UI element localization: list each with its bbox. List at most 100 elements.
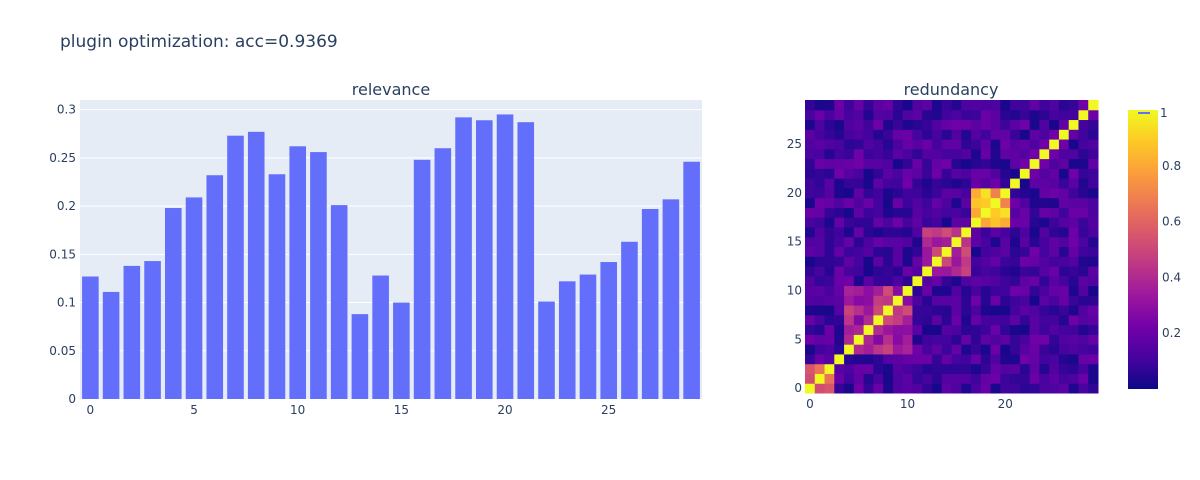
bar[interactable]	[579, 274, 597, 399]
heatmap-cell[interactable]	[892, 217, 904, 228]
heatmap-cell[interactable]	[912, 168, 923, 179]
heatmap-cell[interactable]	[1058, 187, 1070, 199]
heatmap-cell[interactable]	[1019, 334, 1031, 345]
heatmap-cell[interactable]	[873, 119, 884, 130]
heatmap-cell[interactable]	[853, 197, 865, 208]
heatmap-cell[interactable]	[980, 324, 992, 335]
heatmap-cell[interactable]	[1039, 353, 1050, 365]
heatmap-cell[interactable]	[1078, 256, 1089, 267]
heatmap-cell[interactable]	[971, 119, 982, 130]
heatmap-cell[interactable]	[990, 353, 1001, 365]
heatmap-cell[interactable]	[1019, 246, 1031, 257]
heatmap-cell[interactable]	[873, 383, 884, 394]
heatmap-cell[interactable]	[931, 100, 943, 111]
heatmap-cell[interactable]	[863, 109, 874, 121]
heatmap-cell[interactable]	[951, 226, 962, 238]
heatmap-cell[interactable]	[805, 129, 816, 140]
heatmap-cell[interactable]	[1010, 226, 1021, 238]
heatmap-cell[interactable]	[1029, 275, 1040, 287]
heatmap-cell[interactable]	[1058, 158, 1070, 169]
heatmap-cell[interactable]	[1029, 353, 1040, 365]
heatmap-cell[interactable]	[892, 305, 904, 316]
heatmap-cell[interactable]	[912, 109, 923, 121]
heatmap-cell[interactable]	[814, 246, 826, 257]
heatmap-cell[interactable]	[941, 285, 952, 296]
heatmap-cell[interactable]	[1049, 285, 1060, 296]
heatmap-cell[interactable]	[892, 344, 904, 355]
heatmap-cell[interactable]	[1068, 207, 1079, 218]
heatmap-cell[interactable]	[922, 295, 933, 306]
heatmap-cell[interactable]	[844, 217, 855, 228]
heatmap-cell[interactable]	[844, 109, 855, 121]
heatmap-cell[interactable]	[922, 314, 933, 326]
heatmap-cell[interactable]	[814, 139, 826, 150]
heatmap-cell[interactable]	[902, 324, 913, 335]
heatmap-cell[interactable]	[814, 226, 826, 238]
heatmap-cell[interactable]	[990, 109, 1001, 121]
heatmap-cell[interactable]	[863, 236, 874, 247]
heatmap-cell[interactable]	[1058, 207, 1070, 218]
heatmap-cell[interactable]	[931, 109, 943, 121]
heatmap-cell[interactable]	[1029, 383, 1040, 394]
heatmap-cell[interactable]	[892, 275, 904, 287]
heatmap-cell[interactable]	[1049, 373, 1060, 384]
heatmap-cell[interactable]	[912, 363, 923, 374]
heatmap-cell[interactable]	[883, 207, 894, 218]
heatmap-cell[interactable]	[1058, 236, 1070, 247]
heatmap-cell[interactable]	[1058, 148, 1070, 160]
heatmap-cell[interactable]	[912, 119, 923, 130]
heatmap-cell[interactable]	[1010, 100, 1021, 111]
heatmap-cell[interactable]	[853, 139, 865, 150]
heatmap-cell[interactable]	[1019, 109, 1031, 121]
heatmap-cell[interactable]	[805, 383, 816, 394]
heatmap-cell[interactable]	[912, 139, 923, 150]
heatmap-cell[interactable]	[1029, 139, 1040, 150]
heatmap-cell[interactable]	[931, 158, 943, 169]
heatmap-cell[interactable]	[990, 305, 1001, 316]
heatmap-cell[interactable]	[1088, 373, 1099, 384]
heatmap-cell[interactable]	[1088, 139, 1099, 150]
heatmap-cell[interactable]	[1088, 197, 1099, 208]
heatmap-cell[interactable]	[873, 334, 884, 345]
heatmap-cell[interactable]	[873, 129, 884, 140]
heatmap-cell[interactable]	[961, 256, 972, 267]
heatmap-cell[interactable]	[844, 256, 855, 267]
heatmap-cell[interactable]	[824, 373, 835, 384]
heatmap-cell[interactable]	[1058, 305, 1070, 316]
heatmap-cell[interactable]	[961, 275, 972, 287]
heatmap-cell[interactable]	[824, 285, 835, 296]
heatmap-cell[interactable]	[1088, 383, 1099, 394]
heatmap-cell[interactable]	[912, 187, 923, 199]
heatmap-cell[interactable]	[1010, 275, 1021, 287]
heatmap-cell[interactable]	[1068, 178, 1079, 189]
heatmap-cell[interactable]	[863, 334, 874, 345]
bar[interactable]	[330, 205, 348, 399]
heatmap-cell[interactable]	[805, 334, 816, 345]
heatmap-cell[interactable]	[1058, 197, 1070, 208]
heatmap-cell[interactable]	[873, 109, 884, 121]
heatmap-cell[interactable]	[814, 344, 826, 355]
heatmap-cell[interactable]	[1078, 139, 1089, 150]
heatmap-cell[interactable]	[1019, 373, 1031, 384]
heatmap-cell[interactable]	[1078, 236, 1089, 247]
heatmap-cell[interactable]	[1068, 266, 1079, 277]
heatmap-cell[interactable]	[1019, 324, 1031, 335]
heatmap-cell[interactable]	[873, 217, 884, 228]
heatmap-cell[interactable]	[922, 168, 933, 179]
heatmap-cell[interactable]	[902, 197, 913, 208]
heatmap-cell[interactable]	[941, 119, 952, 130]
heatmap-cell[interactable]	[922, 373, 933, 384]
heatmap-cell[interactable]	[883, 226, 894, 238]
heatmap-cell[interactable]	[805, 109, 816, 121]
heatmap-cell[interactable]	[1058, 109, 1070, 121]
heatmap-cell[interactable]	[853, 158, 865, 169]
heatmap-cell[interactable]	[951, 363, 962, 374]
heatmap-cell[interactable]	[1019, 344, 1031, 355]
heatmap-cell[interactable]	[863, 226, 874, 238]
heatmap-cell[interactable]	[1029, 148, 1040, 160]
heatmap-cell[interactable]	[824, 246, 835, 257]
heatmap-cell[interactable]	[980, 197, 992, 208]
heatmap-cell[interactable]	[805, 373, 816, 384]
heatmap-cell[interactable]	[814, 275, 826, 287]
heatmap-cell[interactable]	[951, 100, 962, 111]
